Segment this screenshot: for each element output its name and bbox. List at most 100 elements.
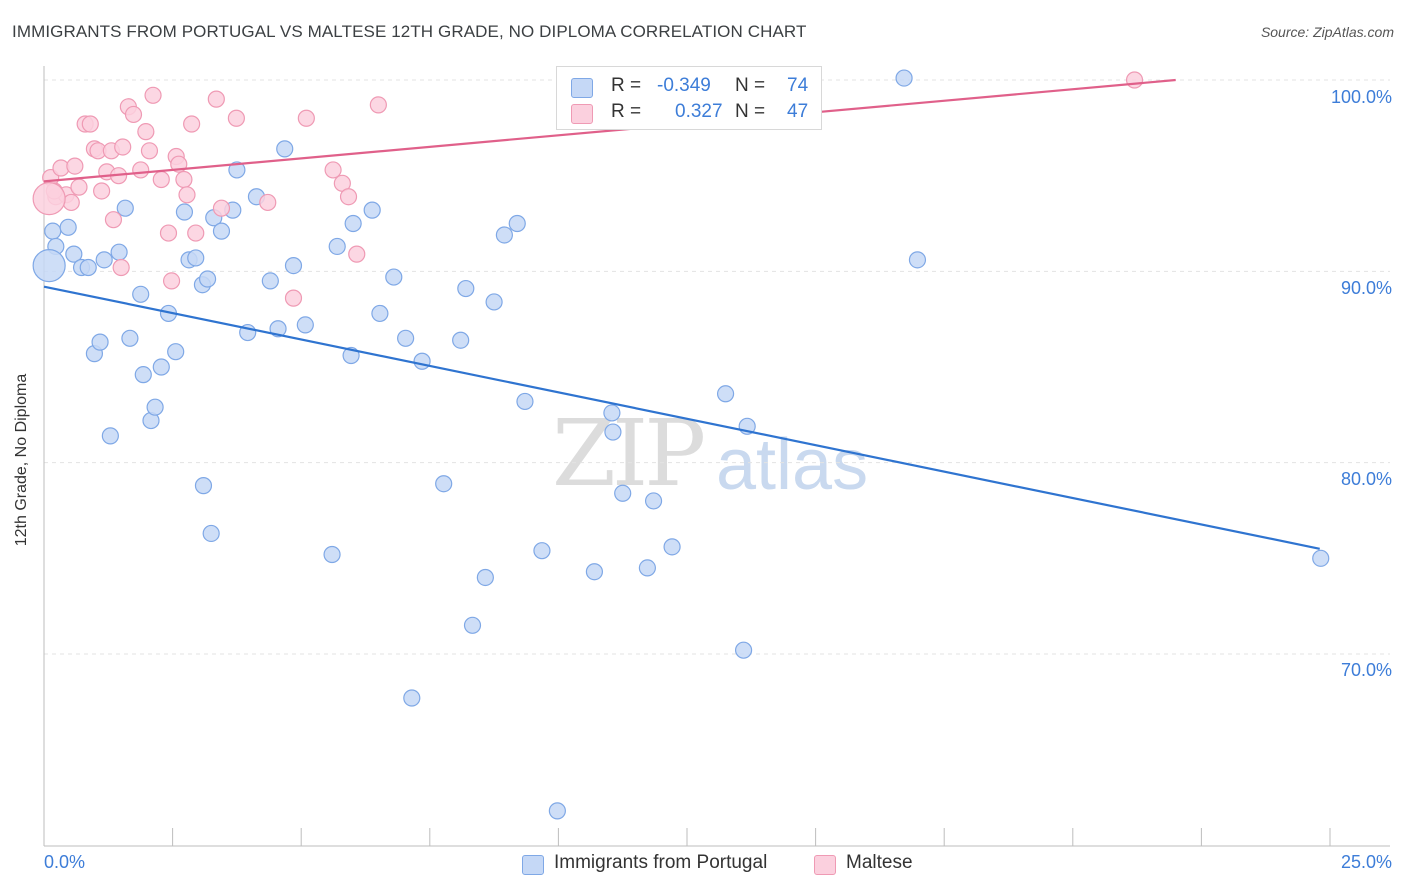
portugal-point <box>65 245 83 263</box>
portugal-point <box>132 285 150 303</box>
portugal-point <box>284 256 303 275</box>
portugal-trend-line <box>43 285 1320 550</box>
portugal-point <box>895 69 913 87</box>
portugal-point <box>508 214 526 233</box>
maltese-point <box>297 109 315 127</box>
legend-r-value-portugal: -0.349 <box>657 75 711 96</box>
maltese-point <box>175 170 193 189</box>
maltese-point <box>207 90 225 108</box>
portugal-point <box>604 423 622 441</box>
legend-swatch-portugal <box>571 78 593 98</box>
portugal-point <box>403 689 421 707</box>
maltese-point <box>162 272 181 290</box>
legend-n-value-maltese: 47 <box>787 101 809 122</box>
portugal-point <box>194 477 213 495</box>
portugal-point <box>638 559 656 577</box>
chart-title: IMMIGRANTS FROM PORTUGAL VS MALTESE 12TH… <box>12 22 807 41</box>
legend-swatch-maltese <box>571 104 593 124</box>
maltese-point <box>159 224 178 242</box>
portugal-point <box>495 226 513 244</box>
y-tick-label-70: 70.0% <box>1340 660 1392 680</box>
maltese-point <box>104 211 123 229</box>
maltese-point <box>1125 71 1144 89</box>
portugal-point <box>371 304 389 323</box>
portugal-point <box>32 248 66 283</box>
maltese-point <box>324 161 342 179</box>
legend-swatch-portugal <box>522 855 544 875</box>
portugal-point <box>363 201 381 219</box>
portugal-point <box>116 199 134 217</box>
series-legend: Immigrants from Portugal Maltese <box>0 852 1406 878</box>
maltese-trend-line <box>43 78 1176 183</box>
portugal-point <box>734 641 753 659</box>
portugal-point <box>198 270 217 288</box>
portugal-point <box>516 392 534 411</box>
portugal-point <box>716 385 735 403</box>
maltese-point <box>212 199 231 217</box>
x-tick-label-max: 25.0% <box>1340 852 1392 872</box>
portugal-point <box>212 222 231 240</box>
legend-n-label: N = <box>735 75 766 96</box>
maltese-point <box>132 161 150 179</box>
legend-label-portugal: Immigrants from Portugal <box>554 852 768 873</box>
portugal-point <box>603 404 621 422</box>
portugal-point <box>644 492 663 510</box>
maltese-point <box>227 109 245 127</box>
portugal-point <box>435 475 453 493</box>
portugal-point <box>44 222 62 240</box>
maltese-point <box>81 115 99 133</box>
maltese-point <box>187 224 205 242</box>
maltese-point <box>183 115 201 133</box>
maltese-point <box>178 186 196 204</box>
portugal-point <box>385 268 403 286</box>
maltese-point <box>112 258 130 277</box>
portugal-point <box>323 545 341 564</box>
legend-r-value-maltese: 0.327 <box>675 101 723 122</box>
portugal-point <box>261 272 279 290</box>
legend-r-label: R = <box>611 101 642 122</box>
portugal-point <box>152 358 170 376</box>
portugal-point <box>146 398 164 416</box>
maltese-point <box>62 193 80 212</box>
portugal-point <box>228 161 246 179</box>
portugal-point <box>296 316 314 334</box>
portugal-point <box>121 329 139 347</box>
y-tick-label-80: 80.0% <box>1340 469 1392 489</box>
portugal-point <box>463 616 482 634</box>
portugal-point <box>533 542 551 560</box>
portugal-point <box>187 249 205 267</box>
legend-label-maltese: Maltese <box>846 852 913 873</box>
maltese-point <box>140 142 159 160</box>
portugal-point <box>614 484 632 502</box>
legend-n-value-portugal: 74 <box>787 75 809 96</box>
portugal-point <box>134 366 152 384</box>
legend-swatch-maltese <box>814 855 836 875</box>
portugal-point <box>452 331 470 349</box>
maltese-point <box>137 123 155 141</box>
portugal-point <box>476 568 494 587</box>
maltese-point <box>66 157 84 175</box>
portugal-point <box>908 251 927 269</box>
watermark-atlas: atlas <box>716 425 869 505</box>
portugal-point <box>485 293 503 311</box>
maltese-point <box>32 182 66 216</box>
portugal-point <box>175 203 194 221</box>
maltese-point <box>369 96 387 114</box>
maltese-point <box>259 193 277 212</box>
y-tick-label-100: 100.0% <box>1330 87 1392 107</box>
maltese-point <box>93 182 111 200</box>
portugal-point <box>344 214 362 233</box>
portugal-point <box>276 140 294 158</box>
portugal-point <box>101 427 119 445</box>
legend-r-label: R = <box>611 75 642 96</box>
portugal-point <box>413 352 431 370</box>
y-tick-label-90: 90.0% <box>1340 278 1392 298</box>
maltese-point <box>339 188 358 206</box>
maltese-point <box>114 138 132 156</box>
portugal-point <box>59 218 77 236</box>
portugal-point <box>457 279 475 298</box>
portugal-point <box>663 538 681 556</box>
maltese-point <box>124 105 143 124</box>
portugal-point <box>167 343 185 361</box>
